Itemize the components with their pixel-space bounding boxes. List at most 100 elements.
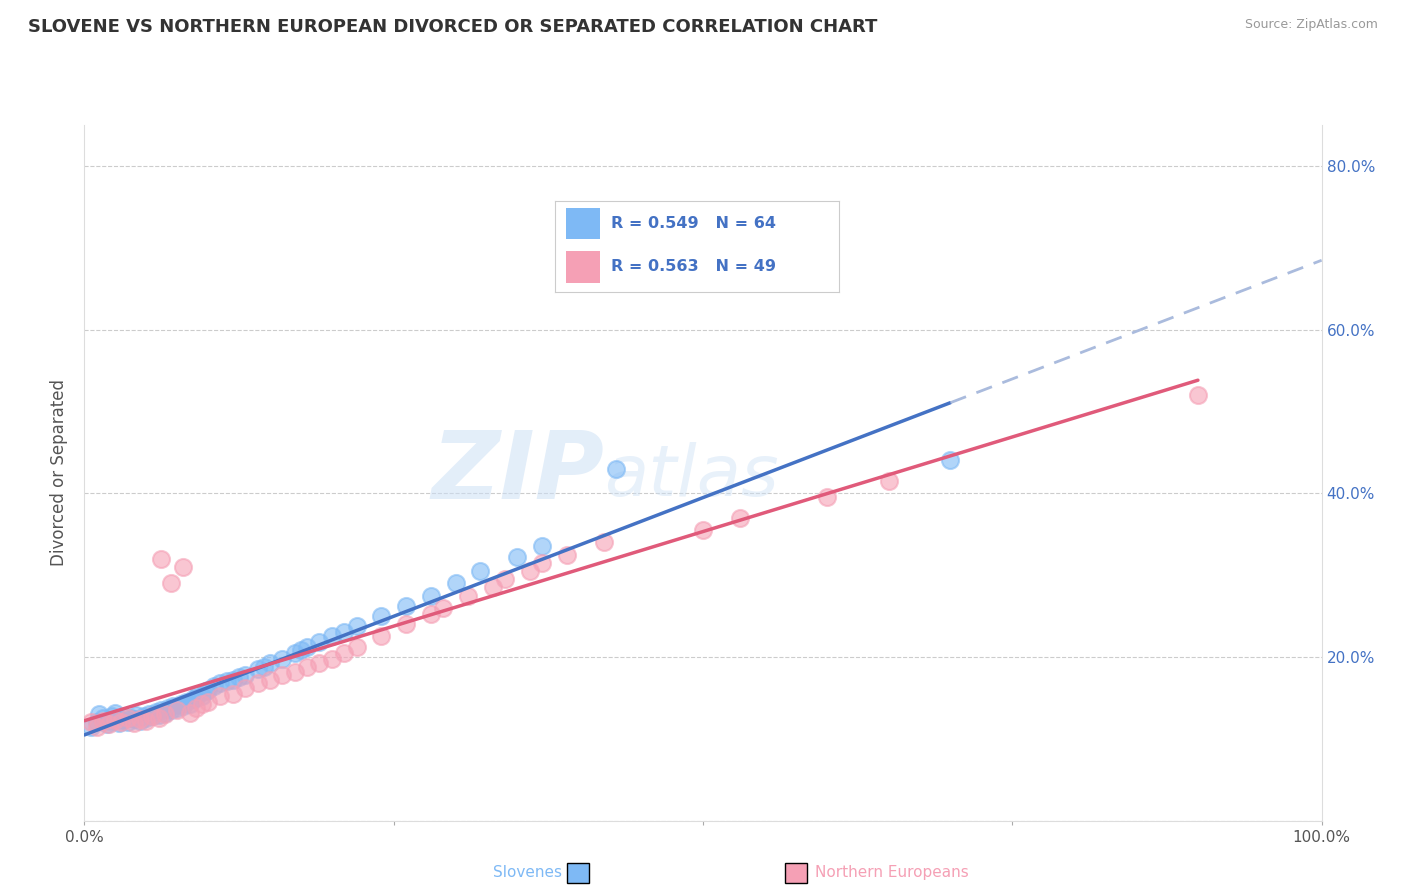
Point xyxy=(728,510,751,524)
Point xyxy=(172,699,194,714)
Point xyxy=(110,714,132,729)
Point xyxy=(939,453,962,467)
Point xyxy=(179,706,201,720)
Point xyxy=(112,709,135,723)
Point xyxy=(531,556,554,570)
Point xyxy=(108,716,131,731)
Bar xyxy=(565,208,600,239)
Point xyxy=(333,625,356,640)
Point xyxy=(531,540,554,554)
Point xyxy=(395,599,418,614)
Point xyxy=(86,715,108,730)
Point xyxy=(79,719,101,733)
Point xyxy=(89,707,111,722)
Point xyxy=(370,630,392,644)
Point xyxy=(191,698,214,712)
Point xyxy=(308,635,330,649)
Point xyxy=(259,657,281,671)
Point xyxy=(419,589,441,603)
Point xyxy=(494,572,516,586)
Point xyxy=(129,712,152,726)
Text: ZIP: ZIP xyxy=(432,426,605,519)
Point xyxy=(284,665,307,679)
Point xyxy=(160,576,183,591)
Point xyxy=(593,535,616,549)
Point xyxy=(160,703,183,717)
Y-axis label: Divorced or Separated: Divorced or Separated xyxy=(51,379,69,566)
Point xyxy=(233,668,256,682)
Point xyxy=(157,700,180,714)
Point xyxy=(184,700,207,714)
Point xyxy=(470,564,492,578)
Point xyxy=(284,646,307,660)
Point xyxy=(145,705,167,719)
Text: Source: ZipAtlas.com: Source: ZipAtlas.com xyxy=(1244,18,1378,31)
Point xyxy=(191,690,214,704)
Point xyxy=(457,589,479,603)
Point xyxy=(129,714,152,728)
Point xyxy=(98,714,121,728)
Point xyxy=(91,711,114,725)
Text: atlas: atlas xyxy=(605,442,779,511)
Point xyxy=(150,703,173,717)
Point xyxy=(110,713,132,727)
Point xyxy=(432,600,454,615)
Point xyxy=(96,717,118,731)
Point xyxy=(222,673,245,687)
Point xyxy=(148,708,170,723)
Point xyxy=(506,550,529,565)
Point xyxy=(79,715,101,730)
Point xyxy=(117,711,139,725)
Point xyxy=(141,709,163,723)
Text: SLOVENE VS NORTHERN EUROPEAN DIVORCED OR SEPARATED CORRELATION CHART: SLOVENE VS NORTHERN EUROPEAN DIVORCED OR… xyxy=(28,18,877,36)
Point xyxy=(153,707,176,722)
Point xyxy=(141,709,163,723)
Point xyxy=(98,717,121,731)
Point xyxy=(174,695,197,709)
Point xyxy=(122,712,145,726)
Point xyxy=(150,551,173,566)
Bar xyxy=(565,252,600,283)
Point xyxy=(181,692,204,706)
Point xyxy=(295,659,318,673)
Point xyxy=(228,670,250,684)
Point xyxy=(877,474,900,488)
Point xyxy=(153,706,176,720)
Point xyxy=(321,651,343,665)
Point xyxy=(172,560,194,574)
Point xyxy=(104,706,127,720)
Point xyxy=(86,719,108,733)
Point xyxy=(209,676,232,690)
Point xyxy=(271,668,294,682)
Point xyxy=(605,461,627,475)
Point xyxy=(419,607,441,622)
Point xyxy=(290,643,312,657)
Point xyxy=(122,716,145,731)
Point xyxy=(120,710,142,724)
Point xyxy=(215,674,238,689)
Point xyxy=(135,711,157,725)
Point xyxy=(1187,388,1209,402)
Text: R = 0.549   N = 64: R = 0.549 N = 64 xyxy=(612,216,776,231)
Point xyxy=(233,681,256,695)
Point xyxy=(179,698,201,712)
Point xyxy=(138,707,160,722)
Point xyxy=(295,640,318,654)
Point xyxy=(187,687,209,701)
Point xyxy=(370,609,392,624)
Point xyxy=(346,640,368,654)
Point xyxy=(197,695,219,709)
Point xyxy=(194,684,217,698)
Point xyxy=(253,659,276,673)
Point xyxy=(132,709,155,723)
Point xyxy=(91,714,114,728)
Point xyxy=(271,651,294,665)
Point xyxy=(125,708,148,723)
Point xyxy=(692,523,714,537)
Point xyxy=(308,657,330,671)
Point xyxy=(184,690,207,705)
Point xyxy=(481,580,503,594)
Point xyxy=(333,646,356,660)
Point xyxy=(246,676,269,690)
Point xyxy=(321,630,343,644)
